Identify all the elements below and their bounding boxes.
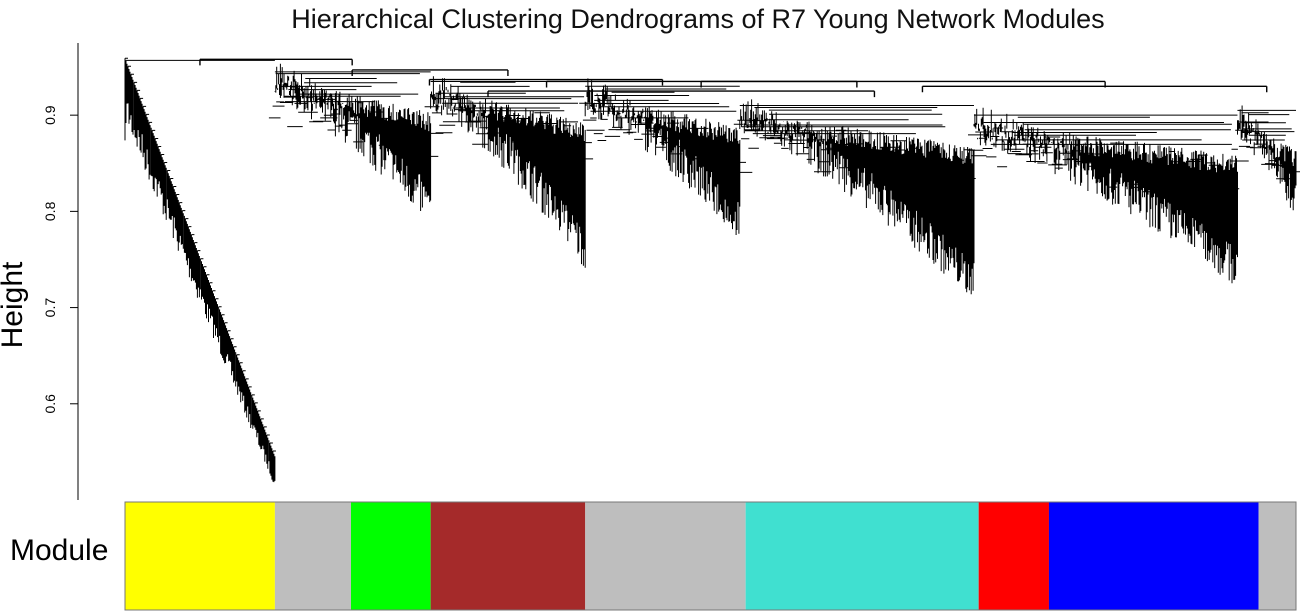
dendrogram-cluster — [733, 99, 984, 295]
module-color-bar — [124, 501, 1297, 611]
dendrogram-cluster — [268, 63, 439, 211]
y-axis-label: Height — [0, 261, 29, 348]
module-color-block — [1258, 502, 1297, 610]
module-color-block — [745, 502, 979, 610]
dendrogram-branches — [1231, 105, 1300, 211]
dendrogram-branches — [968, 107, 1249, 284]
dendrogram-branches — [424, 76, 594, 268]
dendrogram-tree — [124, 57, 1300, 483]
dendrogram-merge — [921, 85, 1268, 93]
module-color-block — [125, 502, 275, 610]
chart-title: Hierarchical Clustering Dendrograms of R… — [291, 4, 1104, 34]
module-color-block — [274, 502, 351, 610]
dendrogram-branches — [733, 99, 984, 295]
y-tick-label: 0.6 — [42, 394, 58, 414]
module-color-block — [585, 502, 746, 610]
dendrogram-merge — [199, 58, 353, 66]
dendrogram-cluster — [124, 57, 276, 483]
dendrogram-merge — [487, 90, 876, 98]
dendrogram-branches — [268, 63, 439, 211]
dendrogram-cluster — [968, 107, 1249, 284]
module-label: Module — [10, 534, 108, 567]
dendrogram-merge — [351, 69, 509, 76]
dendrogram-cluster — [424, 76, 594, 268]
dendrogram-merge — [428, 78, 664, 86]
module-color-block — [351, 502, 431, 610]
module-color-block — [978, 502, 1049, 610]
dendrogram-branches — [124, 57, 276, 483]
y-ticks: 0.6 0.7 0.8 0.9 — [42, 105, 78, 414]
module-color-block — [1048, 502, 1259, 610]
dendrogram-cluster — [1231, 105, 1300, 211]
y-tick-label: 0.9 — [42, 105, 58, 125]
module-color-block — [430, 502, 586, 610]
dendrogram-cluster — [579, 78, 753, 235]
module-bar-border — [124, 501, 1297, 611]
y-tick-label: 0.7 — [42, 298, 58, 318]
dendrogram-branches — [579, 78, 753, 235]
y-tick-label: 0.8 — [42, 201, 58, 221]
